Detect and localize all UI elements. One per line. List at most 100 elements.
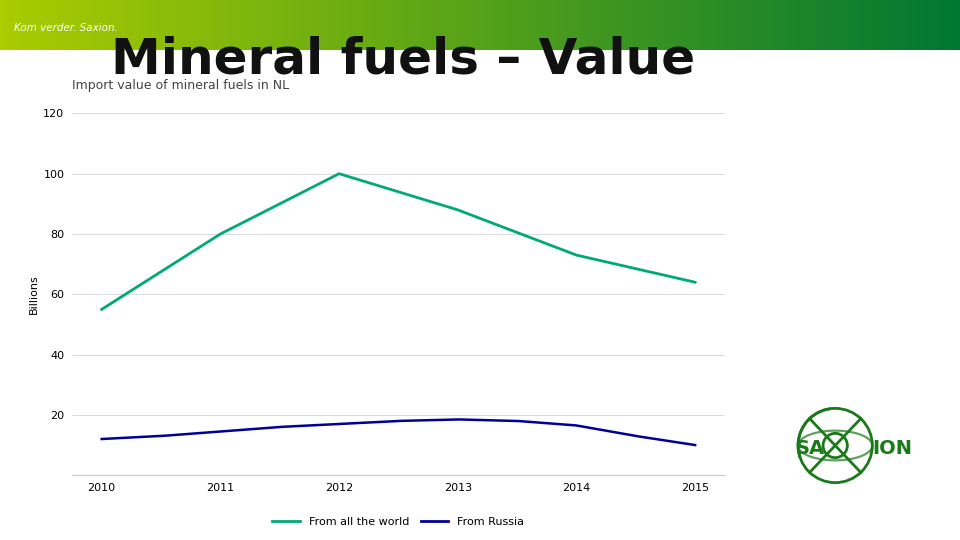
Bar <box>754 0 758 50</box>
Bar <box>125 0 130 50</box>
Bar <box>173 0 178 50</box>
Bar <box>571 0 576 50</box>
Bar <box>619 0 624 50</box>
Bar <box>437 0 442 50</box>
Bar <box>922 0 926 50</box>
Bar <box>226 0 230 50</box>
Bar <box>202 0 206 50</box>
Bar <box>163 0 168 50</box>
Bar <box>662 0 667 50</box>
Bar <box>408 0 413 50</box>
Bar <box>950 0 955 50</box>
Bar <box>29 0 34 50</box>
Bar <box>269 0 274 50</box>
Bar <box>77 0 82 50</box>
Bar <box>648 0 653 50</box>
Bar <box>864 0 869 50</box>
Bar <box>734 0 739 50</box>
Bar <box>302 0 307 50</box>
Bar <box>254 0 259 50</box>
Bar <box>182 0 187 50</box>
Bar <box>485 0 490 50</box>
Bar <box>533 0 538 50</box>
Bar <box>504 0 509 50</box>
Bar <box>101 0 106 50</box>
Bar <box>250 0 254 50</box>
Bar <box>835 0 840 50</box>
Bar <box>782 0 787 50</box>
Bar <box>432 0 437 50</box>
Bar <box>605 0 610 50</box>
Bar <box>802 0 806 50</box>
Bar <box>840 0 845 50</box>
Bar <box>691 0 696 50</box>
Bar <box>19 0 24 50</box>
Bar <box>466 0 470 50</box>
Bar <box>283 0 288 50</box>
Bar <box>398 0 403 50</box>
Bar <box>293 0 298 50</box>
Bar <box>370 0 374 50</box>
Bar <box>394 0 398 50</box>
Bar <box>418 0 422 50</box>
Bar <box>96 0 101 50</box>
Bar <box>427 0 432 50</box>
Bar <box>365 0 370 50</box>
Bar <box>144 0 149 50</box>
Bar <box>72 0 77 50</box>
Text: Kom verder. Saxion.: Kom verder. Saxion. <box>14 23 118 32</box>
Bar <box>235 0 240 50</box>
Bar <box>845 0 850 50</box>
Bar <box>134 0 139 50</box>
Bar <box>590 0 595 50</box>
Bar <box>936 0 941 50</box>
Bar <box>586 0 590 50</box>
Bar <box>221 0 226 50</box>
Bar <box>48 0 53 50</box>
Bar <box>898 0 902 50</box>
Bar <box>730 0 734 50</box>
Bar <box>706 0 710 50</box>
Text: ION: ION <box>873 440 912 458</box>
Bar <box>739 0 744 50</box>
Bar <box>509 0 514 50</box>
Bar <box>38 0 43 50</box>
Bar <box>355 0 360 50</box>
Bar <box>552 0 557 50</box>
Bar <box>878 0 883 50</box>
Bar <box>931 0 936 50</box>
Bar <box>86 0 91 50</box>
Bar <box>442 0 446 50</box>
Bar <box>389 0 394 50</box>
Bar <box>778 0 782 50</box>
Bar <box>854 0 859 50</box>
Bar <box>874 0 878 50</box>
Bar <box>514 0 518 50</box>
Bar <box>826 0 830 50</box>
Bar <box>67 0 72 50</box>
Bar <box>379 0 384 50</box>
Bar <box>821 0 826 50</box>
Bar <box>715 0 720 50</box>
Bar <box>43 0 48 50</box>
Bar <box>331 0 336 50</box>
Bar <box>672 0 677 50</box>
Bar <box>600 0 605 50</box>
Bar <box>528 0 533 50</box>
Bar <box>518 0 523 50</box>
Bar <box>288 0 293 50</box>
Bar <box>658 0 662 50</box>
Bar <box>494 0 499 50</box>
Y-axis label: Billions: Billions <box>29 274 39 314</box>
Text: SA: SA <box>796 440 826 458</box>
Bar <box>110 0 115 50</box>
Bar <box>5 0 10 50</box>
Bar <box>888 0 893 50</box>
Bar <box>230 0 235 50</box>
Bar <box>499 0 504 50</box>
Bar <box>192 0 197 50</box>
Bar <box>566 0 571 50</box>
Bar <box>797 0 802 50</box>
Bar <box>53 0 58 50</box>
Bar <box>346 0 350 50</box>
